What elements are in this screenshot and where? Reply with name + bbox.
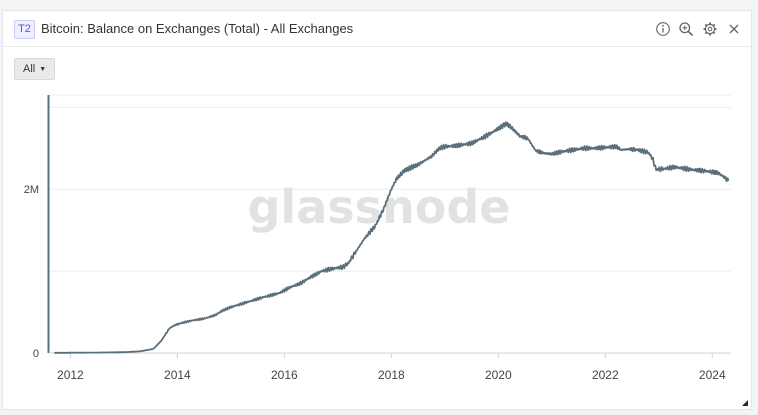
exchange-filter-dropdown[interactable]: All ▼: [14, 58, 56, 80]
x-axis: 2012 2014 2016 2018 2020 2022 2024: [49, 352, 731, 382]
chart-card: T2 Bitcoin: Balance on Exchanges (Total)…: [2, 10, 752, 410]
x-tick-label: 2016: [271, 368, 298, 382]
chart-title: Bitcoin: Balance on Exchanges (Total) - …: [41, 21, 354, 36]
watermark: glassnode: [248, 180, 511, 234]
x-tick-label: 2014: [164, 368, 191, 382]
x-tick-label: 2024: [699, 368, 726, 382]
series-layer: [54, 121, 730, 354]
exchange-filter-label: All: [23, 63, 36, 75]
tier-badge: T2: [14, 20, 35, 39]
line-chart: glassnode 02M 2012 2014 2016 2018 2020 2022 20…: [24, 94, 731, 382]
settings-icon[interactable]: [702, 21, 718, 37]
zoom-icon[interactable]: [678, 21, 694, 37]
x-tick-label: 2022: [592, 368, 619, 382]
resize-handle[interactable]: [742, 400, 748, 406]
x-tick-label: 2012: [57, 368, 84, 382]
caret-down-icon: ▼: [39, 66, 47, 73]
x-tick-label: 2020: [485, 368, 512, 382]
y-tick-label: 2M: [24, 184, 39, 196]
series-line: [54, 121, 730, 354]
close-icon[interactable]: [726, 21, 742, 37]
info-icon[interactable]: [655, 21, 671, 37]
y-axis: 0 2M: [24, 95, 50, 360]
x-tick-label: 2018: [378, 368, 405, 382]
card-header: T2 Bitcoin: Balance on Exchanges (Total)…: [3, 11, 751, 47]
y-tick-label: 0: [33, 348, 39, 360]
